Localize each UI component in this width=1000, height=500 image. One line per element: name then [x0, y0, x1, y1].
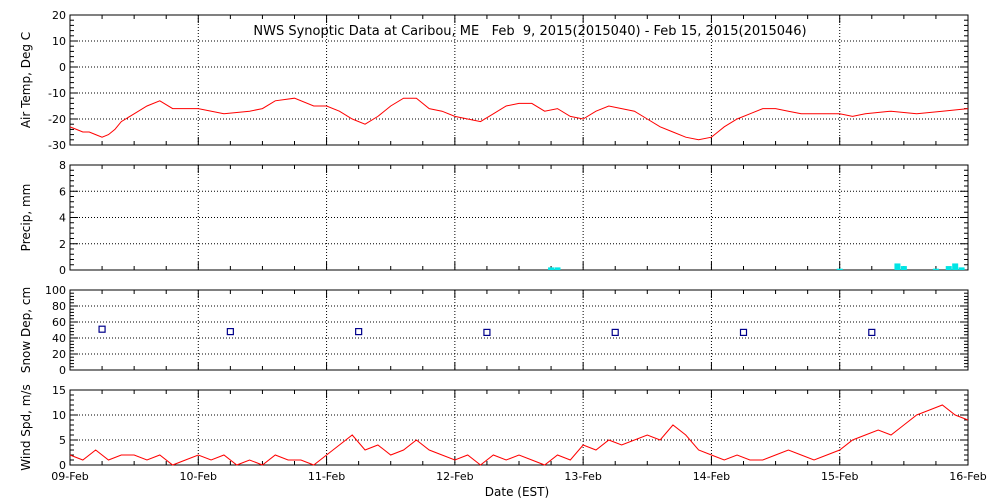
panel-4: 0 5 10 15 Wind Spd, m/s: [19, 384, 969, 472]
precip-bar: [836, 268, 843, 270]
series-line: [69, 97, 969, 141]
y-tick-label: 0: [59, 264, 66, 277]
x-tick-label: 12-Feb: [436, 470, 473, 483]
y-tick-label: 10: [52, 35, 66, 48]
x-axis-label: Date (EST): [485, 485, 549, 499]
panel-2: 0 2 4 6 8 Precip, mm: [19, 159, 969, 277]
y-tick-label: -20: [48, 113, 66, 126]
y-tick-label: 6: [59, 185, 66, 198]
series-line: [69, 404, 969, 466]
x-tick-label: 15-Feb: [821, 470, 858, 483]
x-tick-label: 09-Feb: [51, 470, 88, 483]
precip-bar: [554, 267, 561, 270]
snow-point: [483, 328, 491, 336]
y-tick-label: 8: [59, 159, 66, 172]
chart-title: NWS Synoptic Data at Caribou, ME Feb 9, …: [253, 24, 806, 39]
x-tick-label: 11-Feb: [308, 470, 345, 483]
precip-bar: [900, 266, 907, 270]
precip-bar: [958, 267, 965, 270]
y-tick-label: 15: [52, 384, 66, 397]
panel-1: -30 -20 -10 0 10 20 Air Temp, Deg C: [19, 9, 969, 152]
y-axis-label: Snow Dep, cm: [19, 287, 33, 373]
x-tick-label: 14-Feb: [693, 470, 730, 483]
snow-point: [739, 328, 748, 336]
y-tick-label: 0: [59, 61, 66, 74]
chart-panels: -30 -20 -10 0 10 20 Air Temp, Deg C 0 2 4 6 8 Precip…: [19, 9, 969, 472]
y-tick-label: 20: [52, 348, 66, 361]
y-tick-label: -10: [48, 87, 66, 100]
y-tick-label: 10: [52, 409, 66, 422]
precip-bar: [548, 267, 555, 270]
snow-point: [98, 325, 106, 333]
snow-point: [868, 328, 876, 336]
panel-frame: [69, 289, 969, 371]
panel-frame: [69, 164, 969, 271]
precip-bar: [945, 266, 952, 270]
y-axis-label: Wind Spd, m/s: [19, 384, 33, 470]
y-tick-label: 40: [52, 332, 66, 345]
snow-point: [611, 328, 619, 336]
y-axis-label: Precip, mm: [19, 184, 33, 252]
precip-bar: [952, 263, 959, 270]
snow-point: [355, 328, 363, 336]
y-tick-label: 2: [59, 238, 66, 251]
panel-frame: [69, 389, 969, 466]
y-axis-label: Air Temp, Deg C: [19, 32, 33, 128]
y-tick-label: 100: [45, 284, 66, 297]
y-tick-label: -30: [48, 139, 66, 152]
y-tick-label: 5: [59, 434, 66, 447]
y-tick-label: 20: [52, 9, 66, 22]
y-tick-label: 0: [59, 459, 66, 472]
x-tick-label: 10-Feb: [180, 470, 217, 483]
y-tick-label: 80: [52, 300, 66, 313]
precip-bar: [932, 268, 939, 270]
x-tick-label: 16-Feb: [949, 470, 986, 483]
x-axis: 09-Feb 10-Feb 11-Feb 12-Feb 13-Feb 14-Feb 15-F…: [51, 470, 986, 483]
y-tick-label: 4: [59, 212, 66, 225]
x-tick-label: 13-Feb: [564, 470, 601, 483]
y-tick-label: 60: [52, 316, 66, 329]
precip-bar: [894, 263, 901, 270]
y-tick-label: 0: [59, 364, 66, 377]
snow-point: [226, 328, 234, 336]
panel-3: 0 20 40 60 80 100 Snow Dep, cm: [19, 284, 969, 377]
